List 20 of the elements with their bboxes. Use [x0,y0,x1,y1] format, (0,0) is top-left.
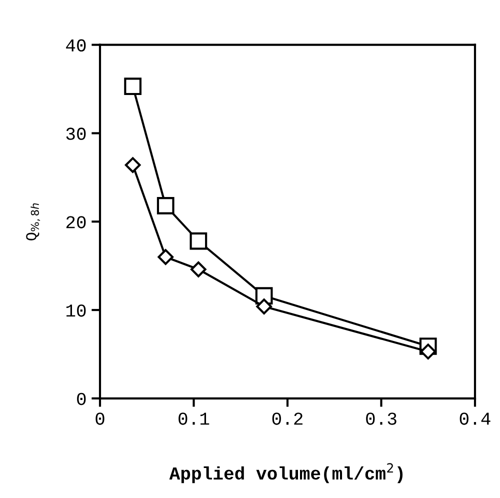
x-axis-title: Applied volume(ml/cm$^{2}$) [169,463,403,484]
y-tick-label: 0 [77,392,86,406]
y-tick-label: 40 [66,39,86,52]
x-tick-label: 0 [96,412,104,425]
point [190,261,206,278]
point [158,249,174,265]
y-axis-title: Q$_{%,8h}$ [26,203,40,240]
point [124,157,141,173]
point [420,344,436,360]
x-tick-label: 0.3 [366,412,396,425]
point [256,298,272,314]
x-tick-label: 0.4 [460,412,490,425]
x-tick-label: 0.2 [272,412,302,425]
point [190,232,208,250]
y-tick-label: 10 [66,304,86,317]
point [124,78,142,96]
y-tick-label: 20 [66,216,86,228]
point [156,197,174,214]
x-tick-label: 0.1 [178,412,210,425]
y-tick-label: 30 [66,128,86,140]
